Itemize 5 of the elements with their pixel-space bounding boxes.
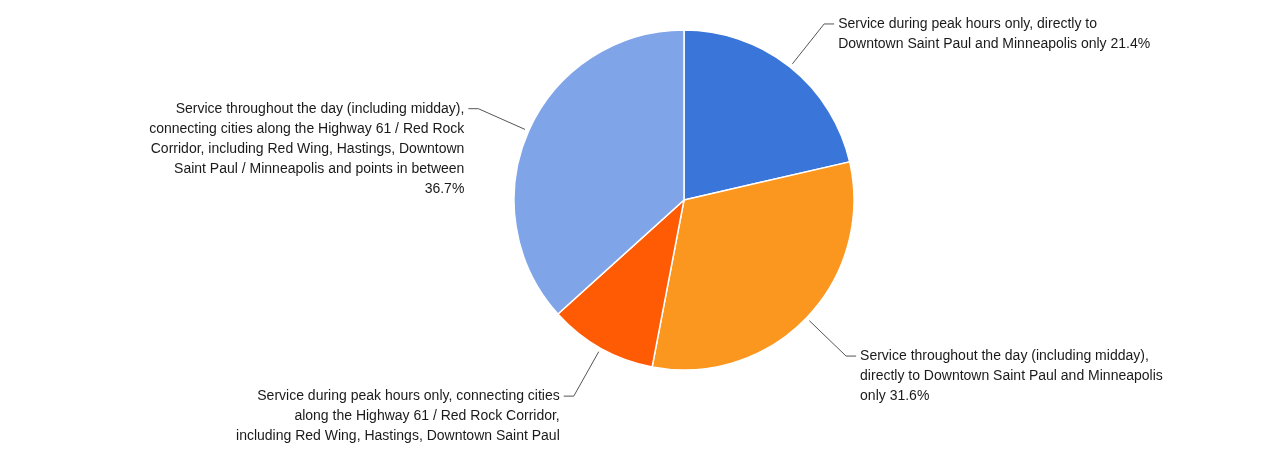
data-label: 36.7% [424,179,465,196]
slice-label: Service during peak hours only, connecting cities along the Highway 61 / Red Rock Corridor, including Red Wing, Hastings, Downtown Saint Paul [236,387,560,444]
slice-label: Service throughout the day (including midday), connecting cities along the Highway 61 / Red Rock Corridor, including Red Wing, Hastings, Downtown Saint Paul / Minneapolis and points in between [149,99,466,176]
slice-label: Service during peak hours only, directly to Downtown Saint Paul and Minneapolis only 21.4% [838,14,1151,51]
slice-label: Service throughout the day (including midday), directly to Downtown Saint Paul and Minneapolis only 31.6% [860,347,1163,404]
